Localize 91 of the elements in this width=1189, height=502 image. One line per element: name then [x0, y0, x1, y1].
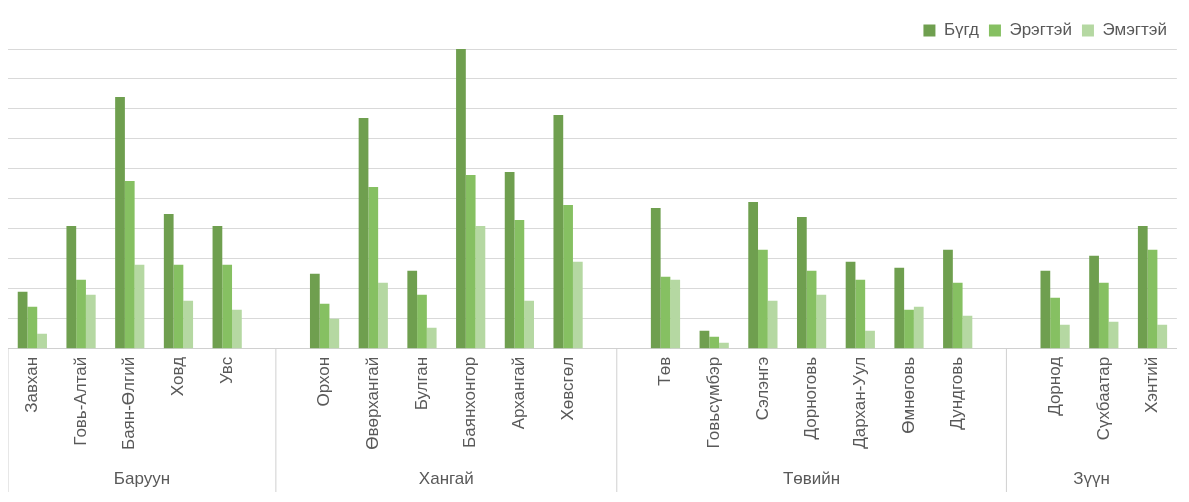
bar [426, 327, 437, 349]
x-tick-label: Булган [411, 356, 431, 411]
bar [699, 330, 710, 349]
bar [358, 117, 369, 349]
x-tick-label: Дархан-Уул [849, 356, 869, 449]
bar [183, 300, 194, 349]
bar [650, 207, 661, 349]
x-tick-label: Орхон [314, 356, 334, 407]
x-tick-label: Ховд [168, 356, 188, 397]
x-tick-label: Дундговь [947, 356, 967, 430]
bar [894, 267, 905, 349]
bar [115, 96, 125, 349]
bar [17, 291, 28, 349]
bar [368, 186, 379, 349]
bar [1147, 249, 1158, 349]
bar [475, 225, 486, 349]
bar [66, 225, 77, 349]
bar [163, 213, 174, 349]
bar [670, 279, 681, 349]
bar [572, 261, 583, 349]
bar [1157, 324, 1168, 349]
x-tick-label: Завхан [22, 356, 42, 413]
legend-label: Эрэгтэй [1009, 20, 1072, 40]
bar [212, 225, 223, 349]
x-tick-label: Өмнөговь [898, 356, 918, 434]
bar [719, 342, 729, 349]
x-tick-label: Хэнтий [1142, 356, 1162, 413]
text: Зүүн [1073, 469, 1110, 489]
bar [1059, 324, 1070, 349]
x-tick-label: Говь-Алтай [70, 356, 90, 446]
x-tick-label: Архангай [509, 356, 529, 430]
bar [1040, 270, 1051, 349]
bar [456, 49, 466, 349]
bar [504, 171, 515, 349]
bar [816, 294, 827, 349]
bar [796, 216, 807, 349]
bar [1089, 255, 1099, 349]
x-tick-label: Сэлэнгэ [752, 356, 772, 421]
bar [27, 306, 38, 349]
legend-label: Эмэгтэй [1102, 20, 1167, 40]
bar [962, 315, 973, 349]
bar [134, 264, 145, 349]
bar [748, 201, 759, 349]
bar [222, 264, 233, 349]
bar [1050, 297, 1060, 349]
bar [660, 276, 671, 349]
text: Төвийн [782, 469, 841, 489]
bar [758, 249, 768, 349]
bar [465, 174, 476, 349]
x-tick-label: Хөвсгөл [557, 356, 577, 421]
bar [514, 219, 525, 349]
bar [709, 336, 720, 349]
text: Хангай [418, 469, 474, 489]
bar [417, 294, 427, 349]
bar [845, 261, 856, 349]
bar [865, 330, 875, 349]
bar [319, 303, 330, 349]
x-tick-label: Сүхбаатар [1093, 356, 1113, 441]
x-tick-label: Төв [655, 356, 675, 386]
bar [952, 282, 963, 349]
bar [124, 180, 135, 349]
x-tick-label: Увс [216, 356, 236, 384]
bar [76, 279, 86, 349]
text: Баруун [113, 469, 171, 489]
bar [767, 300, 778, 349]
bar [1098, 282, 1109, 349]
legend-label: Бүгд [943, 20, 980, 40]
x-tick-label: Баян-Өлгий [119, 356, 139, 450]
bar [329, 318, 340, 349]
bar [378, 282, 388, 349]
bar [173, 264, 184, 349]
bar [904, 309, 914, 349]
bar [407, 270, 418, 349]
bar [1108, 321, 1119, 349]
bar [563, 204, 573, 349]
bar [806, 270, 817, 349]
bar [524, 300, 534, 349]
bar [855, 279, 866, 349]
x-tick-label: Говьсүмбэр [703, 356, 723, 449]
bar [37, 333, 47, 349]
bar [913, 306, 924, 349]
bar [553, 114, 564, 349]
bar [943, 249, 953, 349]
bar [232, 309, 242, 349]
x-tick-label: Дорнод [1044, 356, 1064, 416]
bar [85, 294, 96, 349]
bar [309, 273, 320, 349]
bar [1137, 225, 1148, 349]
x-tick-label: Баянхонгор [460, 356, 480, 448]
x-tick-label: Өвөрхангай [362, 356, 382, 450]
x-tick-label: Дорноговь [801, 356, 821, 440]
